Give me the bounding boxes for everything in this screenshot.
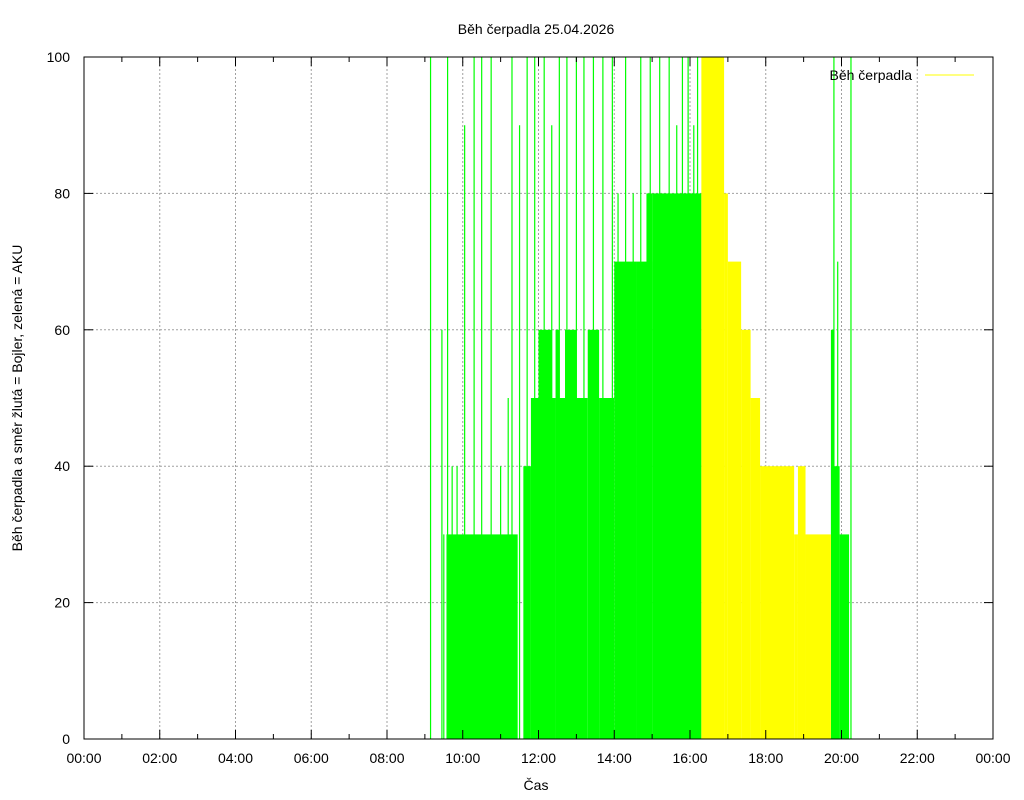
- x-tick-label: 12:00: [521, 750, 556, 766]
- series-bar: [805, 534, 831, 739]
- x-axis-label: Čas: [524, 777, 549, 793]
- series-bar: [724, 193, 728, 739]
- series-bar: [760, 466, 795, 739]
- series-bar: [646, 193, 653, 739]
- series-bar: [727, 261, 742, 739]
- y-tick-label: 0: [62, 731, 70, 747]
- y-tick-label: 20: [54, 595, 70, 611]
- series-bar: [555, 329, 560, 739]
- y-tick-label: 60: [54, 322, 70, 338]
- series-bar: [797, 466, 806, 739]
- x-tick-label: 00:00: [66, 750, 101, 766]
- legend: Běh čerpadla: [829, 67, 974, 83]
- axis-ticks: 0 20 40 60 80 100 00:00 02:00 04:00 06:00 08:00 10:…: [47, 49, 1011, 766]
- series-bar: [701, 57, 725, 739]
- series-1: [701, 57, 831, 739]
- series-bar: [741, 329, 751, 739]
- y-tick-label: 80: [54, 185, 70, 201]
- series-bar: [833, 466, 840, 739]
- series-0: [429, 57, 852, 739]
- x-tick-label: 02:00: [142, 750, 177, 766]
- x-tick-label: 00:00: [975, 750, 1010, 766]
- y-tick-label: 100: [47, 49, 71, 65]
- y-axis-label: Běh čerpadla a směr žlutá = Bojler, zele…: [9, 245, 25, 552]
- series-bar: [830, 329, 834, 739]
- x-tick-label: 20:00: [824, 750, 859, 766]
- legend-label: Běh čerpadla: [829, 67, 912, 83]
- x-tick-label: 16:00: [672, 750, 707, 766]
- series-bar: [750, 398, 761, 739]
- series-bar: [551, 398, 556, 739]
- x-tick-label: 04:00: [218, 750, 253, 766]
- x-tick-label: 14:00: [597, 750, 632, 766]
- x-tick-label: 22:00: [900, 750, 935, 766]
- x-tick-label: 10:00: [445, 750, 480, 766]
- data-series: [429, 57, 852, 739]
- series-bar: [565, 329, 577, 739]
- series-bar: [538, 329, 552, 739]
- series-bar: [839, 534, 850, 739]
- chart-title: Běh čerpadla 25.04.2026: [458, 21, 615, 37]
- x-tick-label: 08:00: [369, 750, 404, 766]
- y-tick-label: 40: [54, 458, 70, 474]
- series-bar: [794, 534, 798, 739]
- x-tick-label: 06:00: [294, 750, 329, 766]
- x-tick-label: 18:00: [748, 750, 783, 766]
